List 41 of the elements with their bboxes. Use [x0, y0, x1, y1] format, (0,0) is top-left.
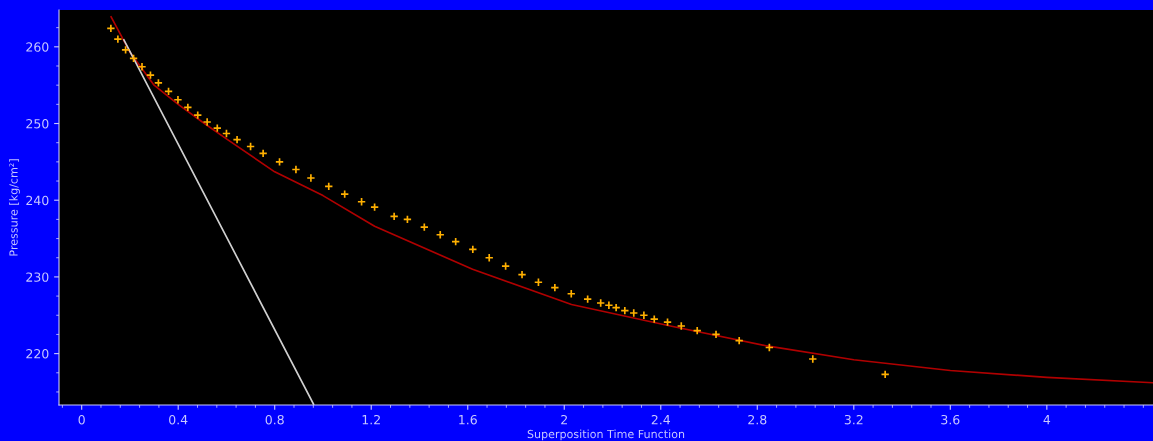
- point: [649, 314, 659, 324]
- point: [113, 34, 123, 44]
- x-tick-label: 0.4: [169, 414, 188, 425]
- point: [306, 173, 316, 183]
- point: [629, 308, 639, 318]
- x-tick-label: 2: [561, 414, 567, 425]
- point: [808, 354, 818, 364]
- point: [389, 211, 399, 221]
- x-tick-label: 3.2: [844, 414, 863, 425]
- y-tick-label: 240: [26, 195, 49, 206]
- point: [639, 310, 649, 320]
- y-tick-label: 230: [26, 272, 49, 282]
- point: [468, 244, 478, 254]
- y-tick-label: 250: [26, 118, 49, 129]
- point: [435, 230, 445, 240]
- y-tick-label: 220: [26, 349, 49, 359]
- point: [604, 300, 614, 310]
- y-tick-label: 260: [26, 42, 49, 52]
- point: [340, 189, 350, 199]
- point: [202, 117, 212, 127]
- x-tick-label: 1.6: [459, 414, 477, 425]
- x-tick-label: 3.6: [941, 414, 960, 425]
- x-tick-label: 1.2: [362, 414, 380, 425]
- x-tick-label: 4: [1043, 415, 1051, 425]
- point: [676, 321, 686, 331]
- y-axis-title: Pressure [kg/cm²]: [9, 159, 20, 256]
- point: [596, 298, 606, 308]
- x-tick-label: 2.4: [651, 414, 671, 425]
- point: [212, 123, 222, 133]
- x-tick-label: 0.8: [265, 414, 284, 425]
- point: [137, 62, 147, 72]
- point: [484, 253, 494, 263]
- point: [419, 222, 429, 232]
- x-axis-title: Superposition Time Function: [527, 429, 685, 441]
- point: [880, 369, 890, 379]
- x-tick-label: 2.8: [748, 414, 767, 425]
- point: [173, 95, 183, 105]
- point: [193, 110, 203, 120]
- x-tick-label: 0: [78, 414, 85, 425]
- point: [566, 289, 576, 299]
- line-series: [110, 16, 1153, 384]
